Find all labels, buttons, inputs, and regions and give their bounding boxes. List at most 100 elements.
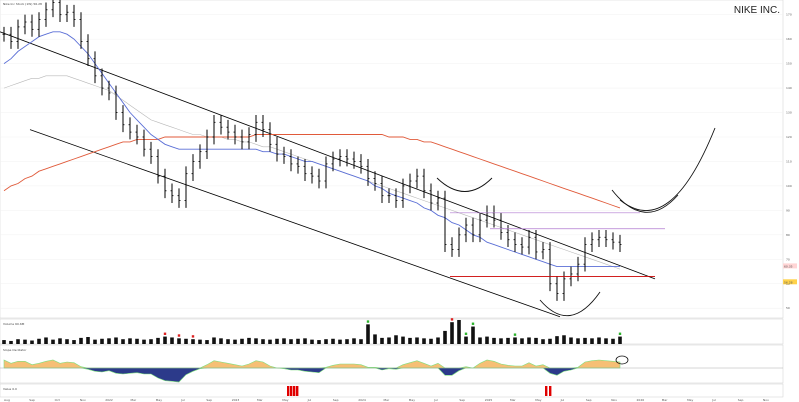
last-price-bg (783, 279, 797, 285)
x-tick-label: 2022 (105, 398, 113, 402)
volume-bar (387, 337, 391, 344)
indicator-bar (296, 386, 299, 396)
arc-right-outer (619, 127, 716, 211)
indicator-bar (549, 386, 552, 396)
volume-bar (548, 338, 552, 344)
x-tick-label: Jul (433, 398, 438, 402)
indicator-bar (287, 386, 290, 396)
volume-bar (604, 338, 608, 344)
x-tick-label: 2025 (485, 398, 493, 402)
volume-bar (135, 338, 139, 344)
volume-bar (457, 320, 461, 344)
volume-bar (114, 337, 118, 344)
volume-bar (352, 338, 356, 344)
volume-bar (590, 338, 594, 344)
volume-bar (555, 336, 559, 344)
price-tag: 60.35 (784, 264, 793, 268)
x-tick-label: Sep (738, 398, 744, 402)
y-tick-label: 110 (786, 159, 792, 163)
volume-bar (583, 337, 587, 344)
x-tick-label: 2023 (232, 398, 240, 402)
volume-bar (324, 339, 328, 344)
x-tick-label: May (687, 398, 693, 402)
volume-bar (450, 322, 454, 344)
grid (0, 14, 783, 309)
oscillator-panel (0, 344, 784, 384)
x-tick-label: Nov (763, 398, 769, 402)
volume-bar (303, 338, 307, 344)
volume-bar (2, 340, 6, 344)
volume-marker-green (618, 332, 622, 335)
volume-bar (72, 340, 76, 344)
volume-bar (240, 338, 244, 344)
volume-bar (107, 338, 111, 344)
legend-oscillator: Slope Oscillator (3, 348, 27, 352)
volume-bar (86, 337, 90, 344)
volume-bar (219, 338, 223, 344)
volume-bar (506, 337, 510, 344)
volume-bar (345, 339, 349, 344)
volume-bar (366, 324, 370, 344)
volume-bar (310, 339, 314, 344)
volume-marker-green (366, 320, 370, 323)
volume-bar (79, 337, 83, 344)
ma-red-line (3, 134, 621, 209)
volume-bar (149, 339, 153, 344)
oscillator-highlight-circle (615, 355, 629, 365)
y-tick-label: 70 (786, 257, 790, 261)
indicator-bars (287, 386, 552, 396)
volume-bar (576, 338, 580, 344)
volume-bar (177, 338, 181, 344)
volume-bar (44, 337, 48, 344)
y-tick-label: 120 (786, 135, 792, 139)
volume-bar (499, 338, 503, 344)
oscillator (0, 355, 783, 383)
volume-bar (247, 337, 251, 344)
y-tick-label: 140 (786, 86, 792, 90)
x-tick-label: Jul (180, 398, 185, 402)
price-tag-bg (783, 263, 797, 269)
x-tick-label: Aug (4, 398, 10, 402)
x-tick-label: May (409, 398, 415, 402)
volume-marker-red (177, 334, 181, 337)
volume-bar (282, 338, 286, 344)
x-axis: Aug Sep Oct Nov 2022 Mar May Jul Sep 2023 Mar May Ju… (4, 398, 769, 402)
trendlines (0, 31, 656, 318)
x-tick-label: Mar (384, 398, 390, 402)
volume-bars (2, 318, 622, 344)
volume-marker-green (464, 332, 468, 335)
y-tick-label: 130 (786, 111, 792, 115)
volume-bar (23, 339, 27, 344)
volume-bar (618, 336, 622, 344)
volume-bar (401, 336, 405, 344)
volume-bar (331, 338, 335, 344)
volume-bar (429, 338, 433, 344)
chart-title: NIKE INC. (734, 5, 780, 16)
volume-bar (30, 340, 34, 344)
volume-bar (611, 338, 615, 344)
indicator-panel (0, 383, 784, 398)
x-tick-label: Sep (459, 398, 465, 402)
volume-bar (191, 339, 195, 344)
volume-bar (527, 337, 531, 344)
volume-bar (184, 338, 188, 344)
volume-bar (261, 339, 265, 344)
volume-bar (338, 339, 342, 344)
y-tick-label: 150 (786, 62, 792, 66)
x-tick-label: May (282, 398, 288, 402)
x-tick-label: Mar (257, 398, 263, 402)
x-tick-label: Mar (131, 398, 137, 402)
x-tick-label: Sep (333, 398, 339, 402)
volume-bar (492, 337, 496, 344)
legend-indicator: Value 0.0 (3, 387, 17, 391)
x-tick-label: Jul (711, 398, 716, 402)
volume-bar (317, 340, 321, 344)
volume-bar (65, 339, 69, 344)
indicator-bar (545, 386, 548, 396)
volume-bar (485, 336, 489, 344)
volume-marker-green (471, 322, 475, 325)
y-tick-label: 170 (786, 13, 792, 17)
x-tick-label: May (156, 398, 162, 402)
volume-bar (156, 337, 160, 344)
volume-marker-red (450, 318, 454, 321)
